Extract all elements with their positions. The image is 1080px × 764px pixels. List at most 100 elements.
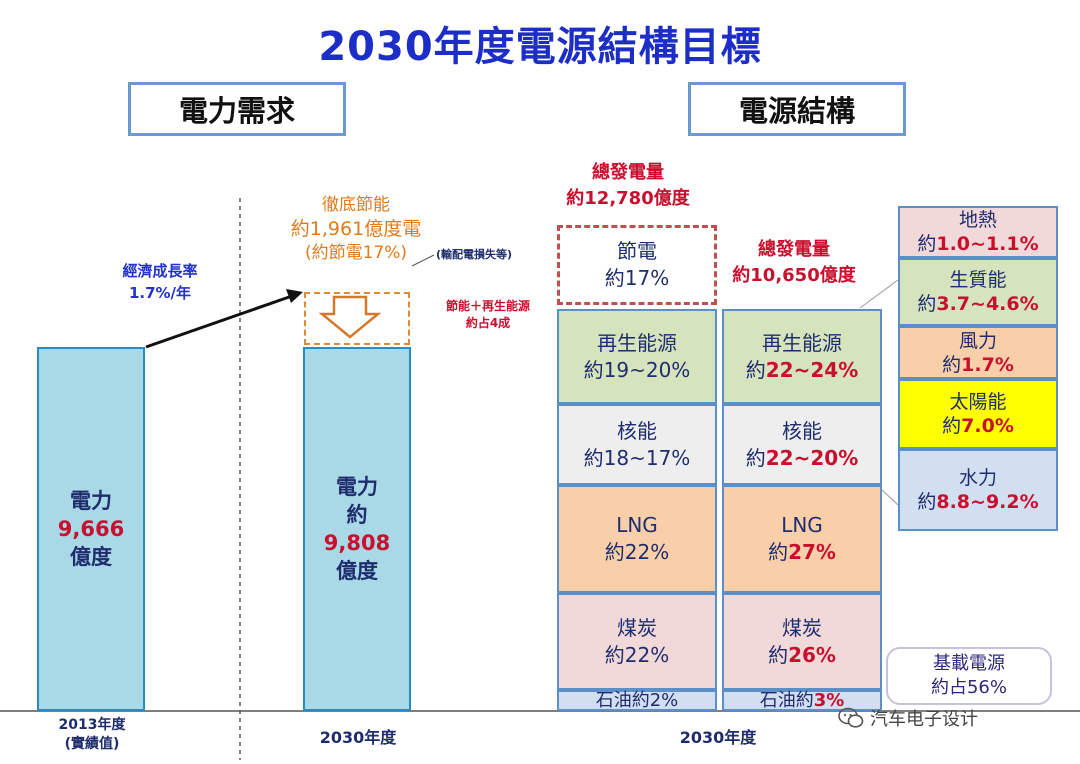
axis-label-2013: 2013年度 (實績值) — [30, 716, 154, 754]
col2-oil-label: 石油約 — [759, 690, 814, 711]
hydro-prefix: 約 — [917, 491, 937, 513]
growth-value: 1.7%/年 — [128, 284, 192, 302]
wind-pct: 1.7% — [961, 353, 1014, 376]
col1-coal-pct: 約22% — [604, 642, 670, 667]
col1-oil: 石油約2% — [557, 690, 717, 711]
total-2-label: 總發電量 — [758, 239, 830, 260]
breakdown-geothermal: 地熱 約1.0~1.1% — [898, 206, 1058, 258]
baseload-value: 約占56% — [930, 677, 1007, 698]
col2-lng: LNG 約27% — [722, 485, 882, 593]
col1-saving: 節電 約17% — [557, 225, 717, 305]
geothermal-name: 地熱 — [958, 209, 997, 231]
saving-pct: (約節電17%) — [304, 243, 408, 263]
renew-note: 節能＋再生能源 約占4成 — [432, 298, 544, 332]
saving-box — [304, 292, 410, 345]
col2-lng-pct: 27% — [788, 540, 836, 564]
col2-nuclear-prefix: 約 — [745, 445, 766, 470]
col2-nuclear-name: 核能 — [782, 418, 822, 443]
growth-label: 經濟成長率 — [122, 262, 198, 280]
col1-nuclear-pct: 約18~17% — [583, 445, 691, 470]
growth-rate: 經濟成長率 1.7%/年 — [100, 260, 220, 304]
hydro-name: 水力 — [958, 467, 997, 489]
total-2-value: 約10,650億度 — [732, 265, 856, 286]
loss-note: (輸配電損失等) — [436, 248, 513, 261]
solar-pct: 7.0% — [961, 415, 1014, 437]
col2-lng-name: LNG — [781, 513, 823, 537]
col1-saving-name: 節電 — [617, 239, 657, 263]
biomass-name: 生質能 — [949, 269, 1007, 291]
watermark-text: 汽车电子设计 — [870, 709, 978, 730]
col1-lng-pct: 約22% — [604, 540, 670, 564]
col1-nuclear: 核能 約18~17% — [557, 404, 717, 485]
wechat-icon — [838, 707, 864, 728]
growth-arrow — [145, 294, 293, 349]
bar-2030-label: 電力 — [336, 475, 378, 499]
axis-2013-note: (實績值) — [64, 736, 120, 752]
header-structure: 電源結構 — [688, 82, 906, 136]
saving-down-arrow — [318, 295, 382, 339]
header-demand: 電力需求 — [128, 82, 346, 136]
bar-2013-value: 9,666 — [57, 517, 125, 541]
col2-lng-prefix: 約 — [768, 540, 789, 564]
biomass-prefix: 約 — [917, 293, 937, 315]
col2-renew-prefix: 約 — [745, 357, 766, 382]
breakdown-line-top — [859, 279, 899, 309]
saving-title: 徹底節能 — [322, 195, 390, 215]
breakdown-biomass: 生質能 約3.7~4.6% — [898, 258, 1058, 326]
col1-lng-name: LNG — [616, 513, 658, 537]
breakdown-hydro: 水力 約8.8~9.2% — [898, 449, 1058, 531]
total-1-label: 總發電量 — [592, 162, 664, 183]
total-1-value: 約12,780億度 — [566, 188, 690, 209]
col2-nuclear: 核能 約22~20% — [722, 404, 882, 485]
watermark: 汽车电子设计 — [838, 703, 1068, 733]
col1-coal: 煤炭 約22% — [557, 593, 717, 690]
col1-oil-label: 石油約2% — [595, 690, 679, 711]
total-generation-1: 總發電量 約12,780億度 — [548, 160, 708, 212]
bar-2030-approx: 約 — [346, 503, 368, 527]
breakdown-wind: 風力 約1.7% — [898, 326, 1058, 379]
col2-oil: 石油約 3% — [722, 690, 882, 711]
col2-coal-prefix: 約 — [768, 642, 789, 667]
bar-2030: 電力 約 9,808 億度 — [303, 347, 411, 711]
bar-2013: 電力 9,666 億度 — [37, 347, 145, 711]
bar-2013-label: 電力 — [70, 489, 112, 513]
saving-amount: 約1,961億度電 — [290, 218, 422, 240]
breakdown-line-bottom — [879, 487, 899, 506]
col1-coal-name: 煤炭 — [617, 615, 657, 640]
geothermal-pct: 1.0~1.1% — [936, 233, 1039, 255]
axis-label-2030-demand: 2030年度 — [319, 728, 397, 747]
breakdown-solar: 太陽能 約7.0% — [898, 379, 1058, 449]
col1-renew-name: 再生能源 — [597, 330, 677, 355]
col2-coal-pct: 26% — [788, 642, 836, 667]
col1-nuclear-name: 核能 — [617, 418, 657, 443]
axis-label-2030-structure: 2030年度 — [679, 728, 757, 747]
col2-renewable: 再生能源 約22~24% — [722, 309, 882, 404]
solar-prefix: 約 — [942, 415, 962, 437]
solar-name: 太陽能 — [949, 391, 1007, 413]
baseload-box: 基載電源 約占56% — [886, 647, 1052, 705]
col1-renewable: 再生能源 約19~20% — [557, 309, 717, 404]
saving-text: 徹底節能 約1,961億度電 (約節電17%) — [276, 193, 436, 265]
wind-prefix: 約 — [942, 353, 962, 376]
bar-2030-unit: 億度 — [336, 559, 378, 583]
col1-renew-pct: 約19~20% — [583, 357, 691, 382]
col1-saving-pct: 約17% — [604, 266, 670, 290]
biomass-pct: 3.7~4.6% — [936, 293, 1039, 315]
total-generation-2: 總發電量 約10,650億度 — [720, 237, 868, 289]
col2-nuclear-pct: 22~20% — [765, 445, 859, 470]
axis-2013-year: 2013年度 — [58, 717, 126, 733]
col2-coal: 煤炭 約26% — [722, 593, 882, 690]
col2-oil-pct: 3% — [813, 690, 845, 711]
growth-arrow-head — [286, 289, 303, 303]
bar-2030-value: 9,808 — [323, 531, 391, 555]
col2-coal-name: 煤炭 — [782, 615, 822, 640]
page-title: 2030年度電源結構目標 — [318, 24, 762, 70]
hydro-pct: 8.8~9.2% — [936, 491, 1039, 513]
renew-note-line1: 節能＋再生能源 — [445, 299, 530, 313]
loss-pointer — [411, 254, 435, 267]
col2-renew-name: 再生能源 — [762, 330, 842, 355]
renew-note-line2: 約占4成 — [465, 316, 511, 330]
baseload-label: 基載電源 — [933, 653, 1005, 674]
col2-renew-pct: 22~24% — [765, 357, 859, 382]
